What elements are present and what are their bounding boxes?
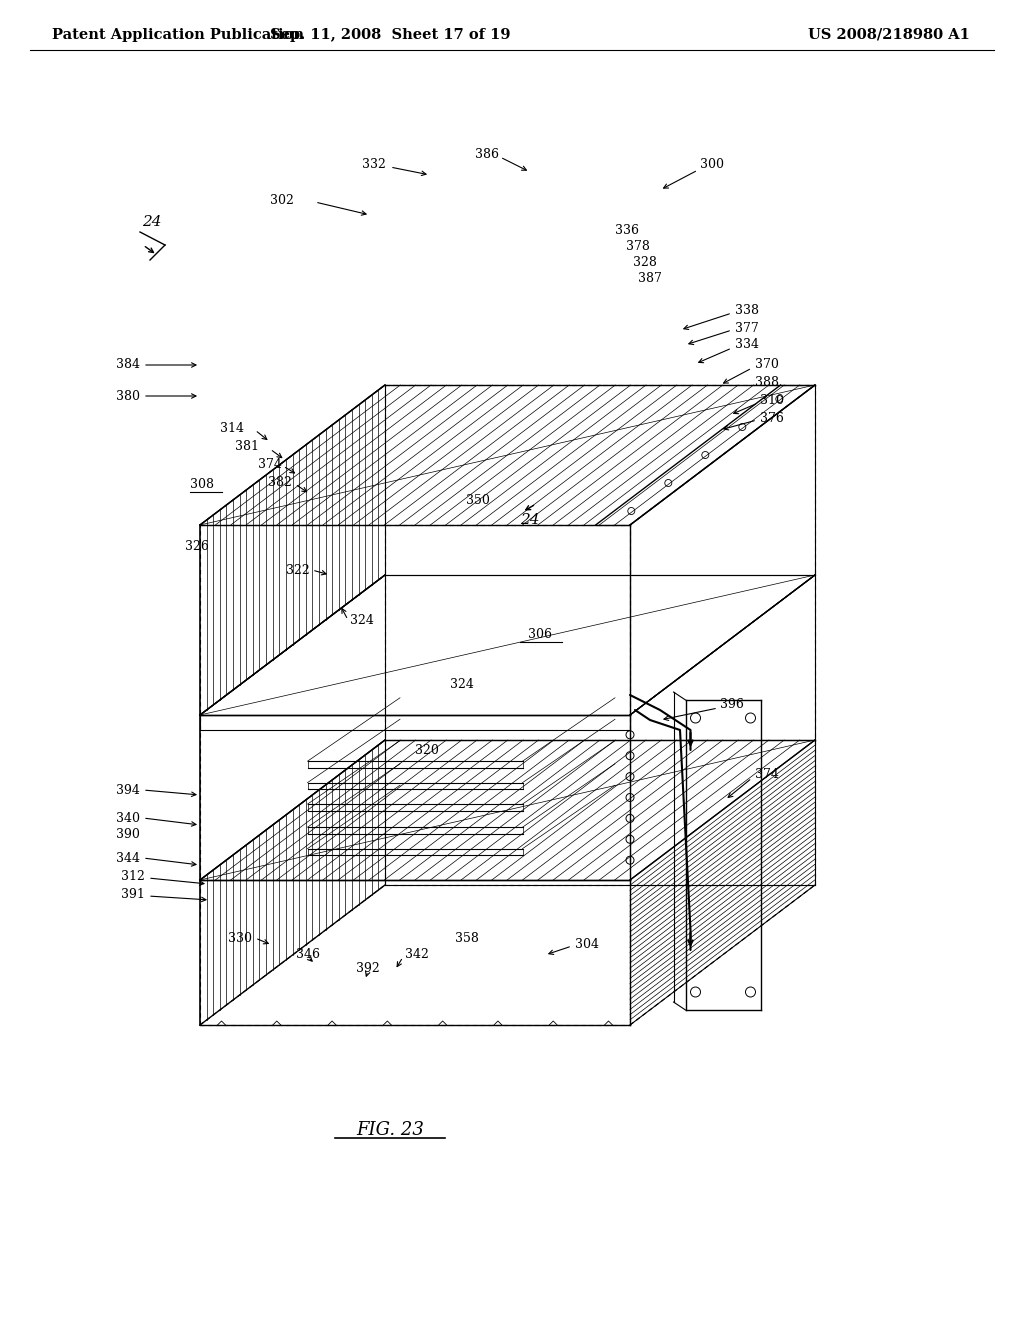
Text: 24: 24 [142,215,162,228]
Text: 330: 330 [228,932,252,945]
Text: 332: 332 [362,158,386,172]
Text: 388: 388 [755,375,779,388]
Text: 314: 314 [220,421,244,434]
Text: 312: 312 [121,870,145,883]
Text: 386: 386 [475,149,499,161]
Text: 342: 342 [406,948,429,961]
Text: 390: 390 [116,828,140,841]
Text: 324: 324 [450,678,474,692]
Text: 324: 324 [350,614,374,627]
Text: 306: 306 [528,628,552,642]
Text: 380: 380 [116,389,140,403]
Text: 382: 382 [268,475,292,488]
Text: 328: 328 [633,256,656,269]
Text: 396: 396 [720,698,743,711]
Text: 350: 350 [466,494,490,507]
Text: 378: 378 [626,240,650,253]
Text: 381: 381 [234,441,259,454]
Text: 346: 346 [296,948,319,961]
Text: US 2008/218980 A1: US 2008/218980 A1 [808,28,970,42]
Text: 326: 326 [185,540,209,553]
Text: 344: 344 [116,851,140,865]
Text: 24: 24 [520,513,540,527]
Text: 370: 370 [755,359,779,371]
Text: 392: 392 [356,961,380,974]
Text: FIG. 23: FIG. 23 [356,1121,424,1139]
Text: 377: 377 [735,322,759,334]
Text: 300: 300 [700,158,724,172]
Text: 376: 376 [760,412,784,425]
Text: 384: 384 [116,359,140,371]
Text: 387: 387 [638,272,662,285]
Text: 310: 310 [760,393,784,407]
Text: 302: 302 [270,194,294,206]
Text: 340: 340 [116,812,140,825]
Text: 304: 304 [575,937,599,950]
Text: 308: 308 [190,479,214,491]
Text: 336: 336 [615,223,639,236]
Text: 374: 374 [258,458,282,470]
Text: 358: 358 [455,932,479,945]
Text: 338: 338 [735,304,759,317]
Text: 322: 322 [287,564,310,577]
Text: 374: 374 [755,768,779,781]
Text: 391: 391 [121,887,145,900]
Text: Patent Application Publication: Patent Application Publication [52,28,304,42]
Text: 334: 334 [735,338,759,351]
Text: 394: 394 [116,784,140,796]
Text: Sep. 11, 2008  Sheet 17 of 19: Sep. 11, 2008 Sheet 17 of 19 [269,28,510,42]
Text: 320: 320 [415,743,439,756]
